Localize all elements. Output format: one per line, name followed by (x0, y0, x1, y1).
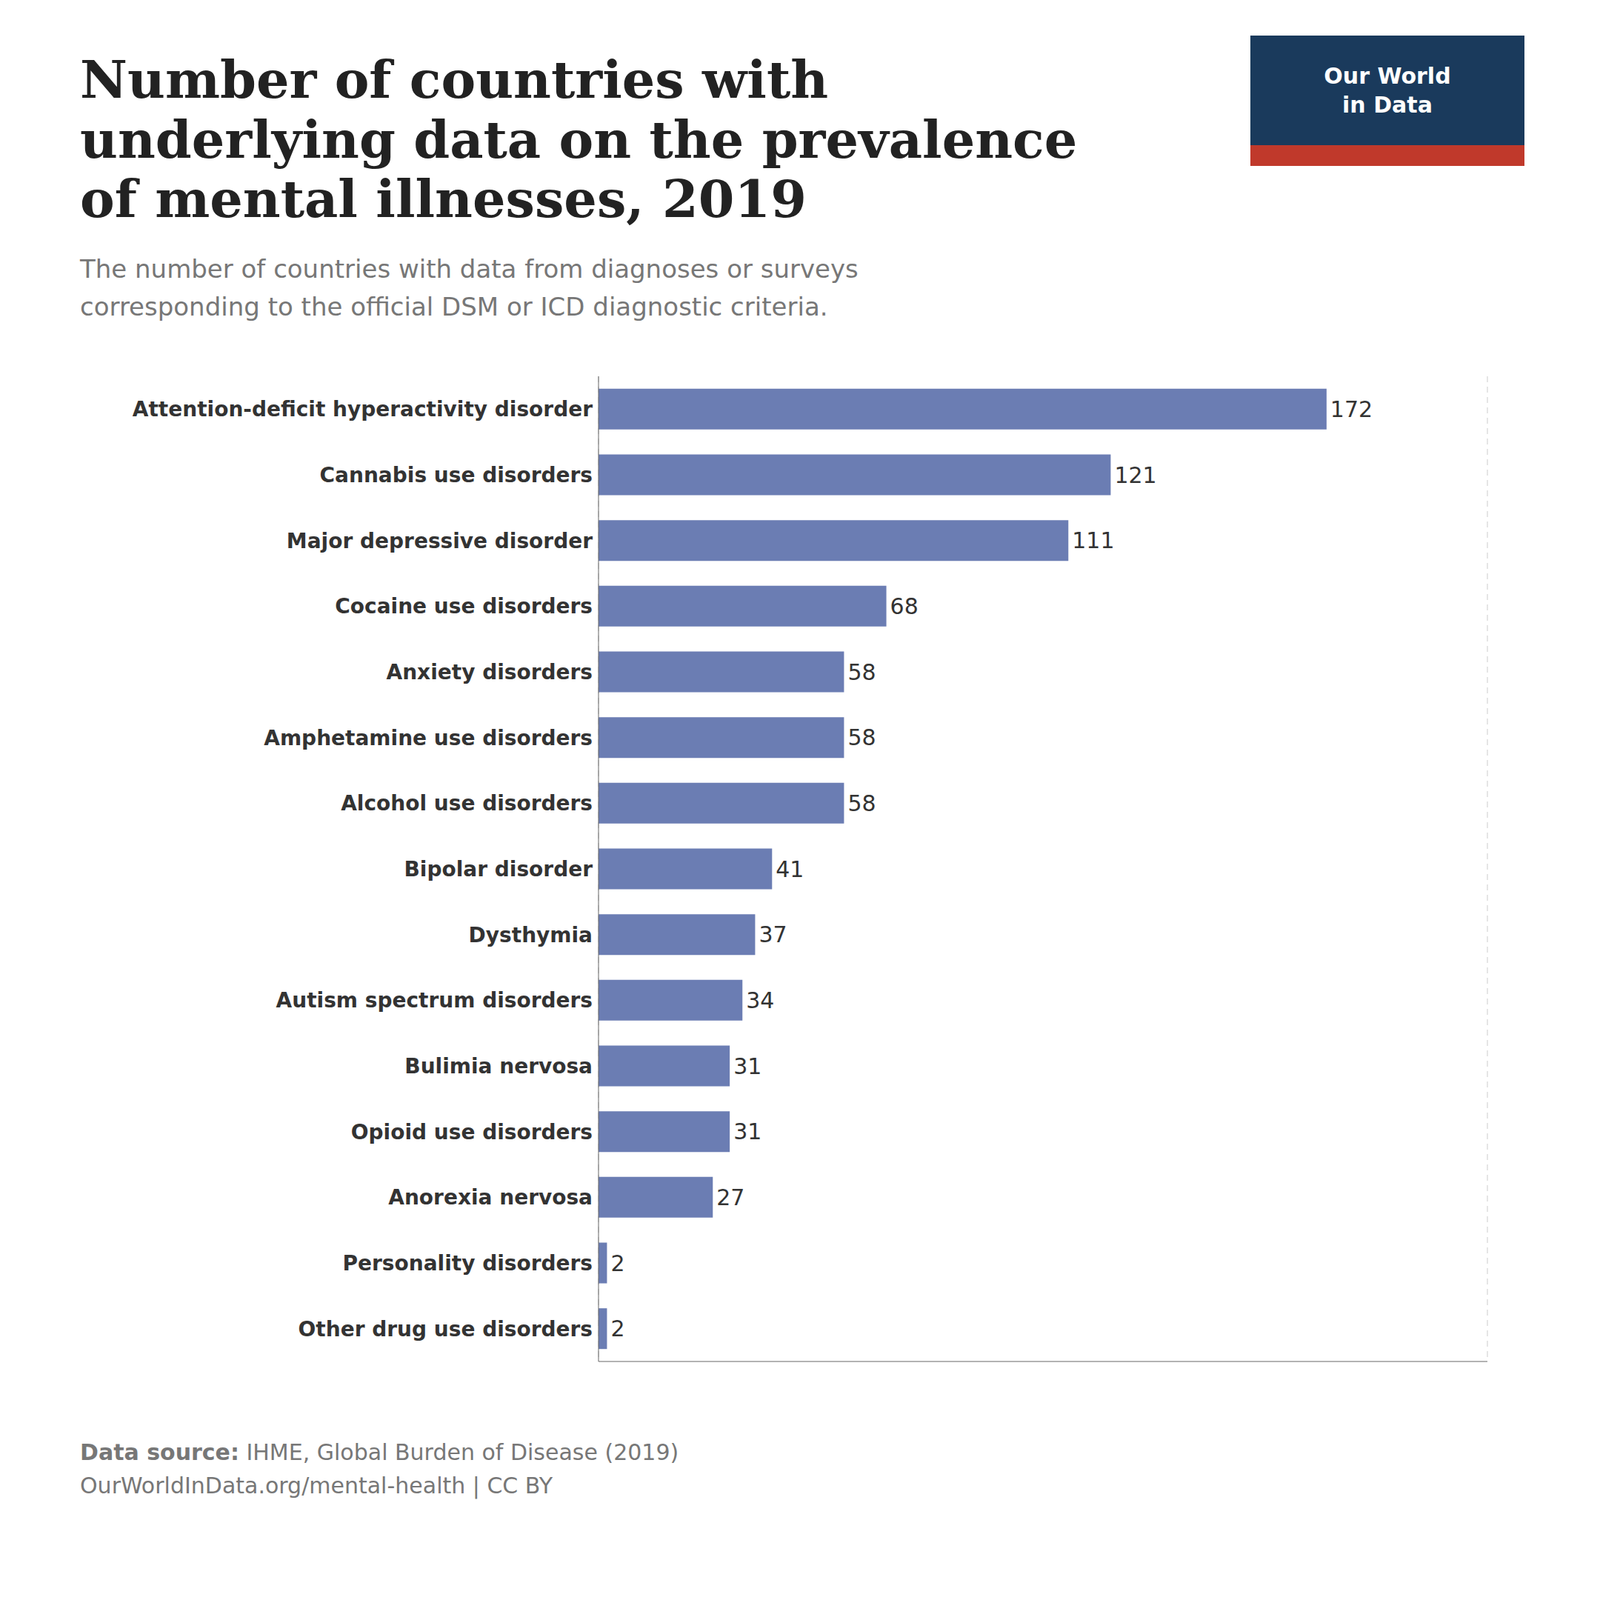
svg-text:31: 31 (733, 1118, 762, 1145)
svg-text:27: 27 (716, 1184, 745, 1211)
html-text:of mental illnesses, 2019: of mental illnesses, 2019 (80, 168, 807, 230)
html-text:Data source: IHME, Global Burd: Data source: IHME, Global Burden of Dise… (80, 1439, 679, 1466)
svg-text:34: 34 (745, 987, 775, 1014)
svg-text:68: 68 (890, 593, 919, 620)
svg-text:Dysthymia: Dysthymia (468, 922, 593, 948)
svg-text:Bulimia nervosa: Bulimia nervosa (404, 1054, 593, 1079)
svg-text:Anxiety disorders: Anxiety disorders (386, 660, 594, 685)
svg-text:121: 121 (1114, 462, 1157, 489)
svg-text:Anorexia nervosa: Anorexia nervosa (388, 1185, 593, 1210)
svg-text:41: 41 (775, 856, 804, 883)
html-text:Our World: Our World (1323, 62, 1451, 89)
svg-text:Amphetamine use disorders: Amphetamine use disorders (263, 725, 593, 751)
html-text:underlying data on the prevale: underlying data on the prevalence (80, 108, 1078, 170)
svg-text:Opioid use disorders: Opioid use disorders (351, 1120, 593, 1145)
svg-text:Bipolar disorder: Bipolar disorder (404, 857, 594, 882)
html-text:corresponding to the official: corresponding to the official DSM or ICD… (80, 291, 828, 322)
svg-text:172: 172 (1330, 396, 1373, 423)
svg-text:Autism spectrum disorders: Autism spectrum disorders (276, 988, 593, 1013)
svg-text:Other drug use disorders: Other drug use disorders (298, 1317, 593, 1342)
svg-text:Major depressive disorder: Major depressive disorder (286, 528, 593, 554)
html-text:OurWorldInData.org/mental-heal: OurWorldInData.org/mental-health | CC BY (80, 1472, 553, 1499)
svg-text:Alcohol use disorders: Alcohol use disorders (340, 791, 593, 816)
svg-text:Cocaine use disorders: Cocaine use disorders (334, 594, 593, 619)
svg-text:Personality disorders: Personality disorders (342, 1251, 594, 1276)
html-text:The number of countries with d: The number of countries with data from d… (80, 254, 859, 284)
svg-text:Cannabis use disorders: Cannabis use disorders (320, 462, 593, 488)
svg-text:37: 37 (758, 921, 787, 948)
html-text:in Data: in Data (1342, 91, 1433, 118)
svg-text:2: 2 (610, 1250, 625, 1277)
svg-text:58: 58 (847, 790, 876, 817)
svg-text:58: 58 (847, 724, 876, 751)
svg-text:111: 111 (1071, 527, 1115, 554)
svg-text:2: 2 (610, 1315, 625, 1342)
svg-text:31: 31 (733, 1053, 762, 1080)
html-text:Number of countries with: Number of countries with (80, 48, 829, 111)
svg-text:58: 58 (847, 659, 876, 686)
svg-text:Attention-deficit hyperactivit: Attention-deficit hyperactivity disorder (132, 397, 593, 422)
